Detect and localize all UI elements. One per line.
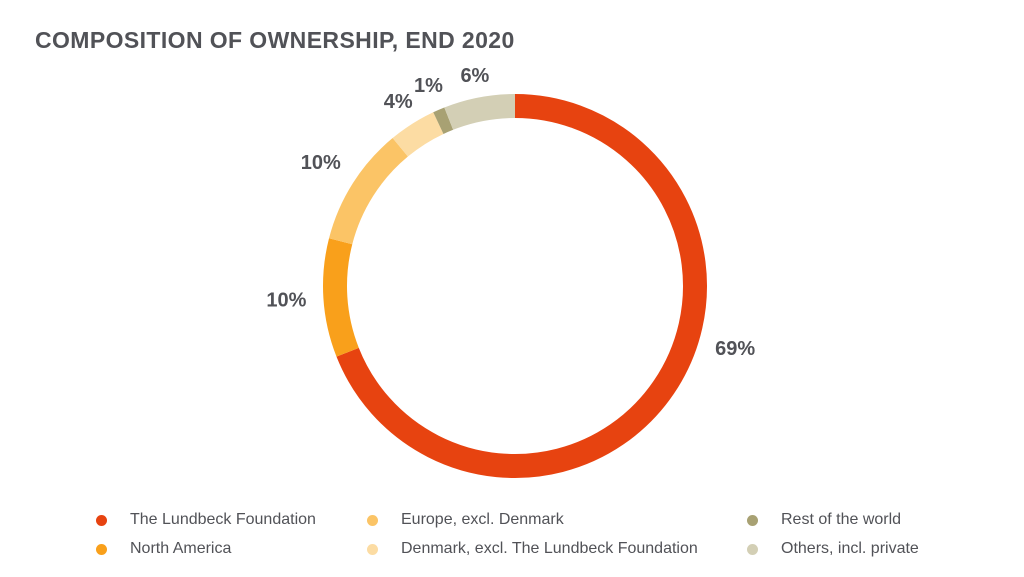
segment-value-label-5: 1%: [414, 75, 443, 97]
legend-column-3: Rest of the world Others, incl. private: [747, 511, 919, 558]
legend-label: Denmark, excl. The Lundbeck Foundation: [401, 540, 698, 557]
segment-value-label-4: 4%: [384, 91, 413, 113]
legend-item: Europe, excl. Denmark: [367, 511, 698, 529]
legend-dot-icon: [747, 514, 758, 526]
donut-segment-4: [392, 112, 444, 157]
legend-label: Others, incl. private: [781, 540, 919, 557]
legend-label: Rest of the world: [781, 511, 902, 528]
legend-label: Europe, excl. Denmark: [401, 511, 564, 528]
donut-segment-2: [323, 238, 359, 357]
legend-label: The Lundbeck Foundation: [130, 511, 316, 528]
legend-item: The Lundbeck Foundation: [96, 511, 316, 529]
legend-dot-icon: [367, 514, 378, 526]
legend-dot-icon: [747, 543, 758, 555]
donut-segment-6: [444, 94, 516, 130]
segment-value-label-1: 69%: [715, 338, 755, 360]
donut-segment-5: [433, 107, 454, 135]
legend-column-1: The Lundbeck Foundation North America: [96, 511, 316, 558]
legend-item: Rest of the world: [747, 511, 919, 529]
segment-value-label-6: 6%: [460, 65, 489, 87]
legend-item: North America: [96, 540, 316, 558]
legend-column-2: Europe, excl. Denmark Denmark, excl. The …: [367, 511, 698, 558]
segment-value-label-3: 10%: [301, 152, 341, 174]
legend-dot-icon: [367, 543, 378, 555]
segment-value-label-2: 10%: [266, 289, 306, 311]
legend-dot-icon: [96, 514, 107, 526]
legend-dot-icon: [96, 543, 107, 555]
legend-item: Others, incl. private: [747, 540, 919, 558]
donut-segment-1: [336, 94, 707, 478]
donut-segment-3: [329, 138, 409, 245]
page-title: COMPOSITION OF OWNERSHIP, END 2020: [35, 27, 515, 53]
legend-label: North America: [130, 540, 232, 557]
legend-item: Denmark, excl. The Lundbeck Foundation: [367, 540, 698, 558]
